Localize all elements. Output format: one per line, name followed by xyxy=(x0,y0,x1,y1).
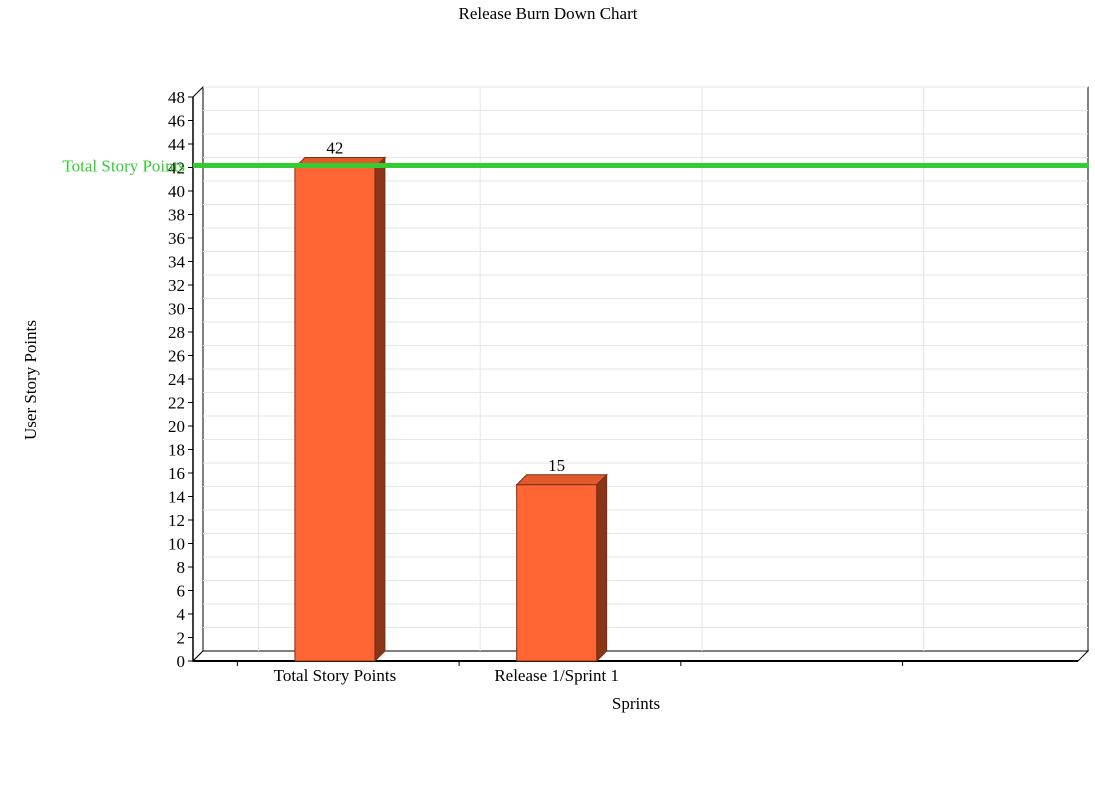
y-tick-label: 48 xyxy=(168,88,185,107)
y-tick-label: 20 xyxy=(168,417,185,436)
bar-front xyxy=(294,167,376,662)
y-tick-label: 28 xyxy=(168,323,185,342)
bar-front xyxy=(516,484,598,662)
y-tick-label: 22 xyxy=(168,394,185,413)
y-tick-label: 42 xyxy=(168,159,185,178)
bar-top xyxy=(515,474,608,486)
y-tick-label: 0 xyxy=(177,652,186,671)
y-tick-label: 32 xyxy=(168,276,185,295)
y-tick-label: 38 xyxy=(168,206,185,225)
y-axis-label: User Story Points xyxy=(21,320,40,440)
y-tick-label: 10 xyxy=(168,535,185,554)
y-tick-label: 14 xyxy=(168,488,186,507)
y-tick-label: 8 xyxy=(177,558,186,577)
y-tick-label: 2 xyxy=(177,629,186,648)
y-tick-label: 26 xyxy=(168,347,185,366)
y-tick-label: 40 xyxy=(168,182,185,201)
plot-left-wall xyxy=(192,85,204,663)
y-tick-label: 24 xyxy=(168,370,186,389)
chart-title: Release Burn Down Chart xyxy=(459,4,638,23)
bars: 42 Total Story Points 15 Release 1/Sprint 1 xyxy=(274,139,619,686)
bar-1: 42 Total Story Points xyxy=(274,139,397,686)
y-axis-ticks: 0246810121416182022242628303234363840424… xyxy=(168,88,193,671)
y-tick-label: 16 xyxy=(168,464,185,483)
reference-line-label: Total Story Points xyxy=(62,157,185,176)
x-axis-ticks xyxy=(236,661,904,666)
y-tick-label: 12 xyxy=(168,511,185,530)
y-tick-label: 6 xyxy=(177,582,186,601)
x-category-label: Total Story Points xyxy=(274,666,397,685)
bar-2: 15 Release 1/Sprint 1 xyxy=(494,456,619,685)
x-category-label: Release 1/Sprint 1 xyxy=(494,666,619,685)
bar-data-label: 42 xyxy=(326,139,343,158)
bar-side xyxy=(596,473,608,663)
y-tick-label: 44 xyxy=(168,135,186,154)
x-axis-label: Sprints xyxy=(612,694,660,713)
reference-line-group: Total Story Points xyxy=(62,157,1089,176)
y-tick-label: 30 xyxy=(168,300,185,319)
y-tick-label: 46 xyxy=(168,112,185,131)
y-tick-label: 34 xyxy=(168,253,186,272)
y-tick-label: 18 xyxy=(168,441,185,460)
bar-side xyxy=(374,156,386,663)
y-tick-label: 4 xyxy=(177,605,186,624)
y-tick-label: 36 xyxy=(168,229,185,248)
bar-data-label: 15 xyxy=(548,456,565,475)
